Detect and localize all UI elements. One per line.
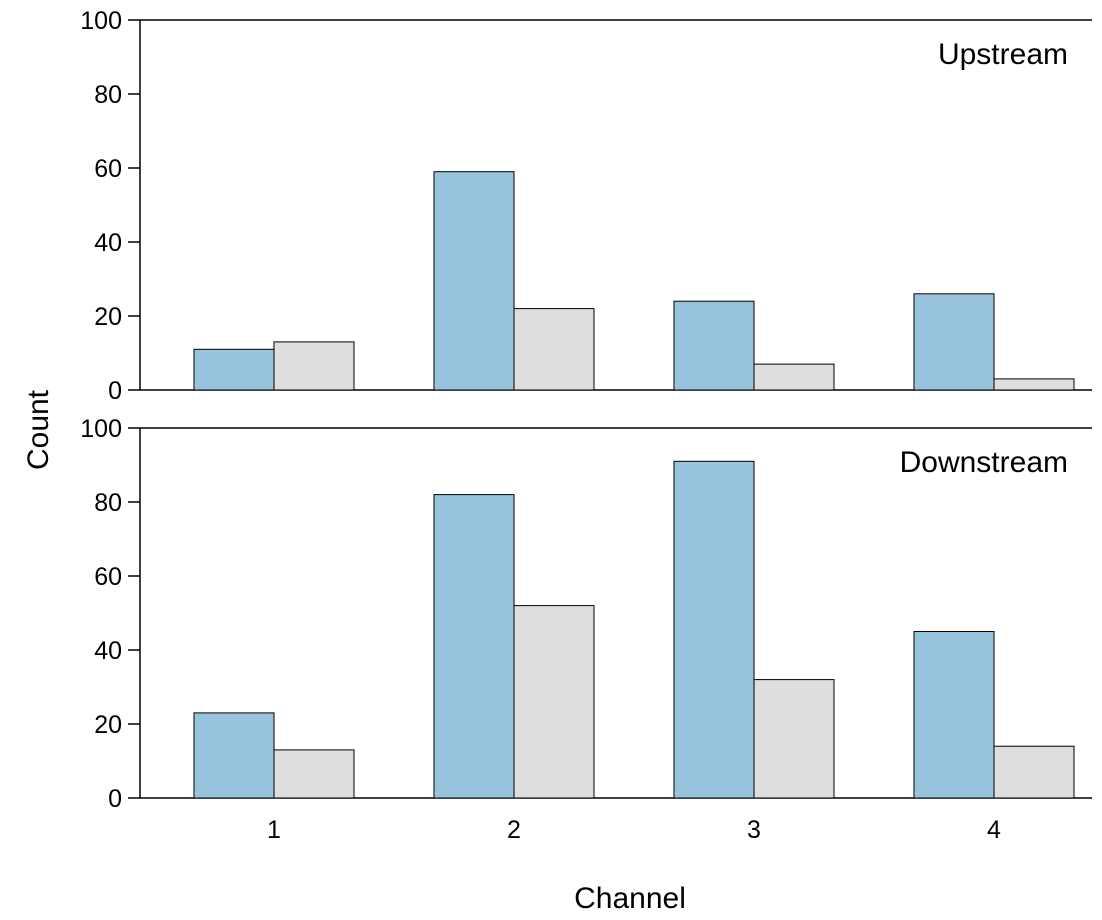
bar-panel2-series2-channel-2 [513, 605, 595, 799]
bar-panel1-series2-channel-1 [273, 341, 355, 391]
y-tick-label: 40 [94, 637, 122, 665]
bar-panel2-series1-channel-1 [193, 712, 275, 799]
x-tick-label-3: 3 [747, 816, 761, 844]
panel-1: 0 20 40 60 80 100 Upstream [80, 7, 1092, 405]
bar-panel2-series2-channel-1 [273, 749, 355, 799]
bar-panel1-series1-channel-1 [193, 348, 275, 391]
bar-panel2-series1-channel-3 [673, 460, 755, 799]
bar-panel1-series1-channel-4 [913, 293, 995, 391]
y-tick-label: 20 [94, 711, 122, 739]
bar-panel2-series1-channel-2 [433, 494, 515, 799]
bar-panel1-series2-channel-4 [993, 378, 1075, 391]
y-axis-title: Count [22, 389, 55, 470]
x-axis-title: Channel [574, 882, 686, 915]
y-tick-label: 100 [80, 7, 122, 35]
y-tick-label: 0 [108, 377, 122, 405]
bar-panel1-series1-channel-2 [433, 171, 515, 391]
y-tick-label: 20 [94, 303, 122, 331]
bar-panel2-series2-channel-3 [753, 679, 835, 799]
y-tick-label: 60 [94, 563, 122, 591]
y-tick-label: 0 [108, 785, 122, 813]
x-tick-label-4: 4 [987, 816, 1001, 844]
bar-panel2-series2-channel-4 [993, 745, 1075, 799]
y-tick-label: 80 [94, 81, 122, 109]
x-tick-label-1: 1 [267, 816, 281, 844]
panel-label: Downstream [900, 446, 1068, 479]
x-tick-label-2: 2 [507, 816, 521, 844]
y-tick-label: 100 [80, 415, 122, 443]
x-tick-labels: 1 2 3 4 [267, 816, 1001, 844]
bar-panel2-series1-channel-4 [913, 631, 995, 799]
bar-panel1-series2-channel-2 [513, 308, 595, 391]
bar-panel1-series1-channel-3 [673, 300, 755, 391]
y-tick-label: 40 [94, 229, 122, 257]
y-tick-label: 60 [94, 155, 122, 183]
bar-panel1-series2-channel-3 [753, 363, 835, 391]
panel-2: 0 20 40 60 80 100 Downstream [80, 415, 1092, 813]
panel-label: Upstream [938, 38, 1068, 71]
chart-panels: 0 20 40 60 80 100 Upstream 0 20 40 60 80 100 Downstre… [80, 7, 1092, 813]
y-tick-label: 80 [94, 489, 122, 517]
